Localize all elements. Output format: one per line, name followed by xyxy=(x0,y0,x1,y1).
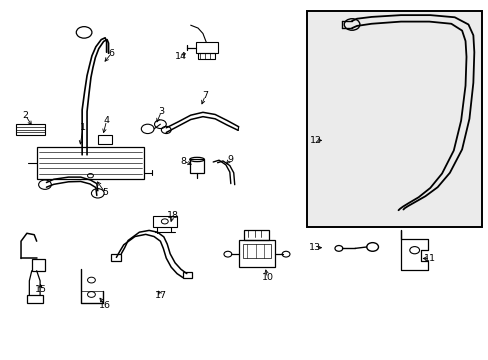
Text: 14: 14 xyxy=(175,52,186,61)
Text: 9: 9 xyxy=(227,154,233,163)
Bar xyxy=(189,159,204,173)
Text: 3: 3 xyxy=(158,107,164,116)
Text: 6: 6 xyxy=(108,49,114,58)
Text: 4: 4 xyxy=(103,116,109,125)
Text: 11: 11 xyxy=(424,254,435,263)
Text: 5: 5 xyxy=(102,188,108,197)
Text: 17: 17 xyxy=(155,292,167,300)
Bar xyxy=(195,42,217,53)
Text: 7: 7 xyxy=(202,91,208,100)
Bar xyxy=(27,295,42,303)
Bar xyxy=(242,244,270,258)
Text: 13: 13 xyxy=(309,243,321,252)
Bar xyxy=(98,135,112,144)
Bar xyxy=(183,272,191,278)
Text: 1: 1 xyxy=(80,123,86,132)
Text: 12: 12 xyxy=(310,136,322,145)
Text: 10: 10 xyxy=(261,274,273,282)
Bar xyxy=(111,254,121,261)
Text: 2: 2 xyxy=(22,111,28,120)
Text: 15: 15 xyxy=(35,285,46,294)
Bar xyxy=(198,53,215,59)
Text: 18: 18 xyxy=(166,211,178,220)
Text: 8: 8 xyxy=(180,157,186,166)
Bar xyxy=(244,230,268,240)
Text: 16: 16 xyxy=(99,301,111,310)
Bar xyxy=(238,240,275,267)
Bar xyxy=(306,11,481,227)
Bar xyxy=(37,147,144,179)
Bar xyxy=(152,216,177,227)
Bar xyxy=(16,124,45,135)
Bar xyxy=(32,259,45,271)
